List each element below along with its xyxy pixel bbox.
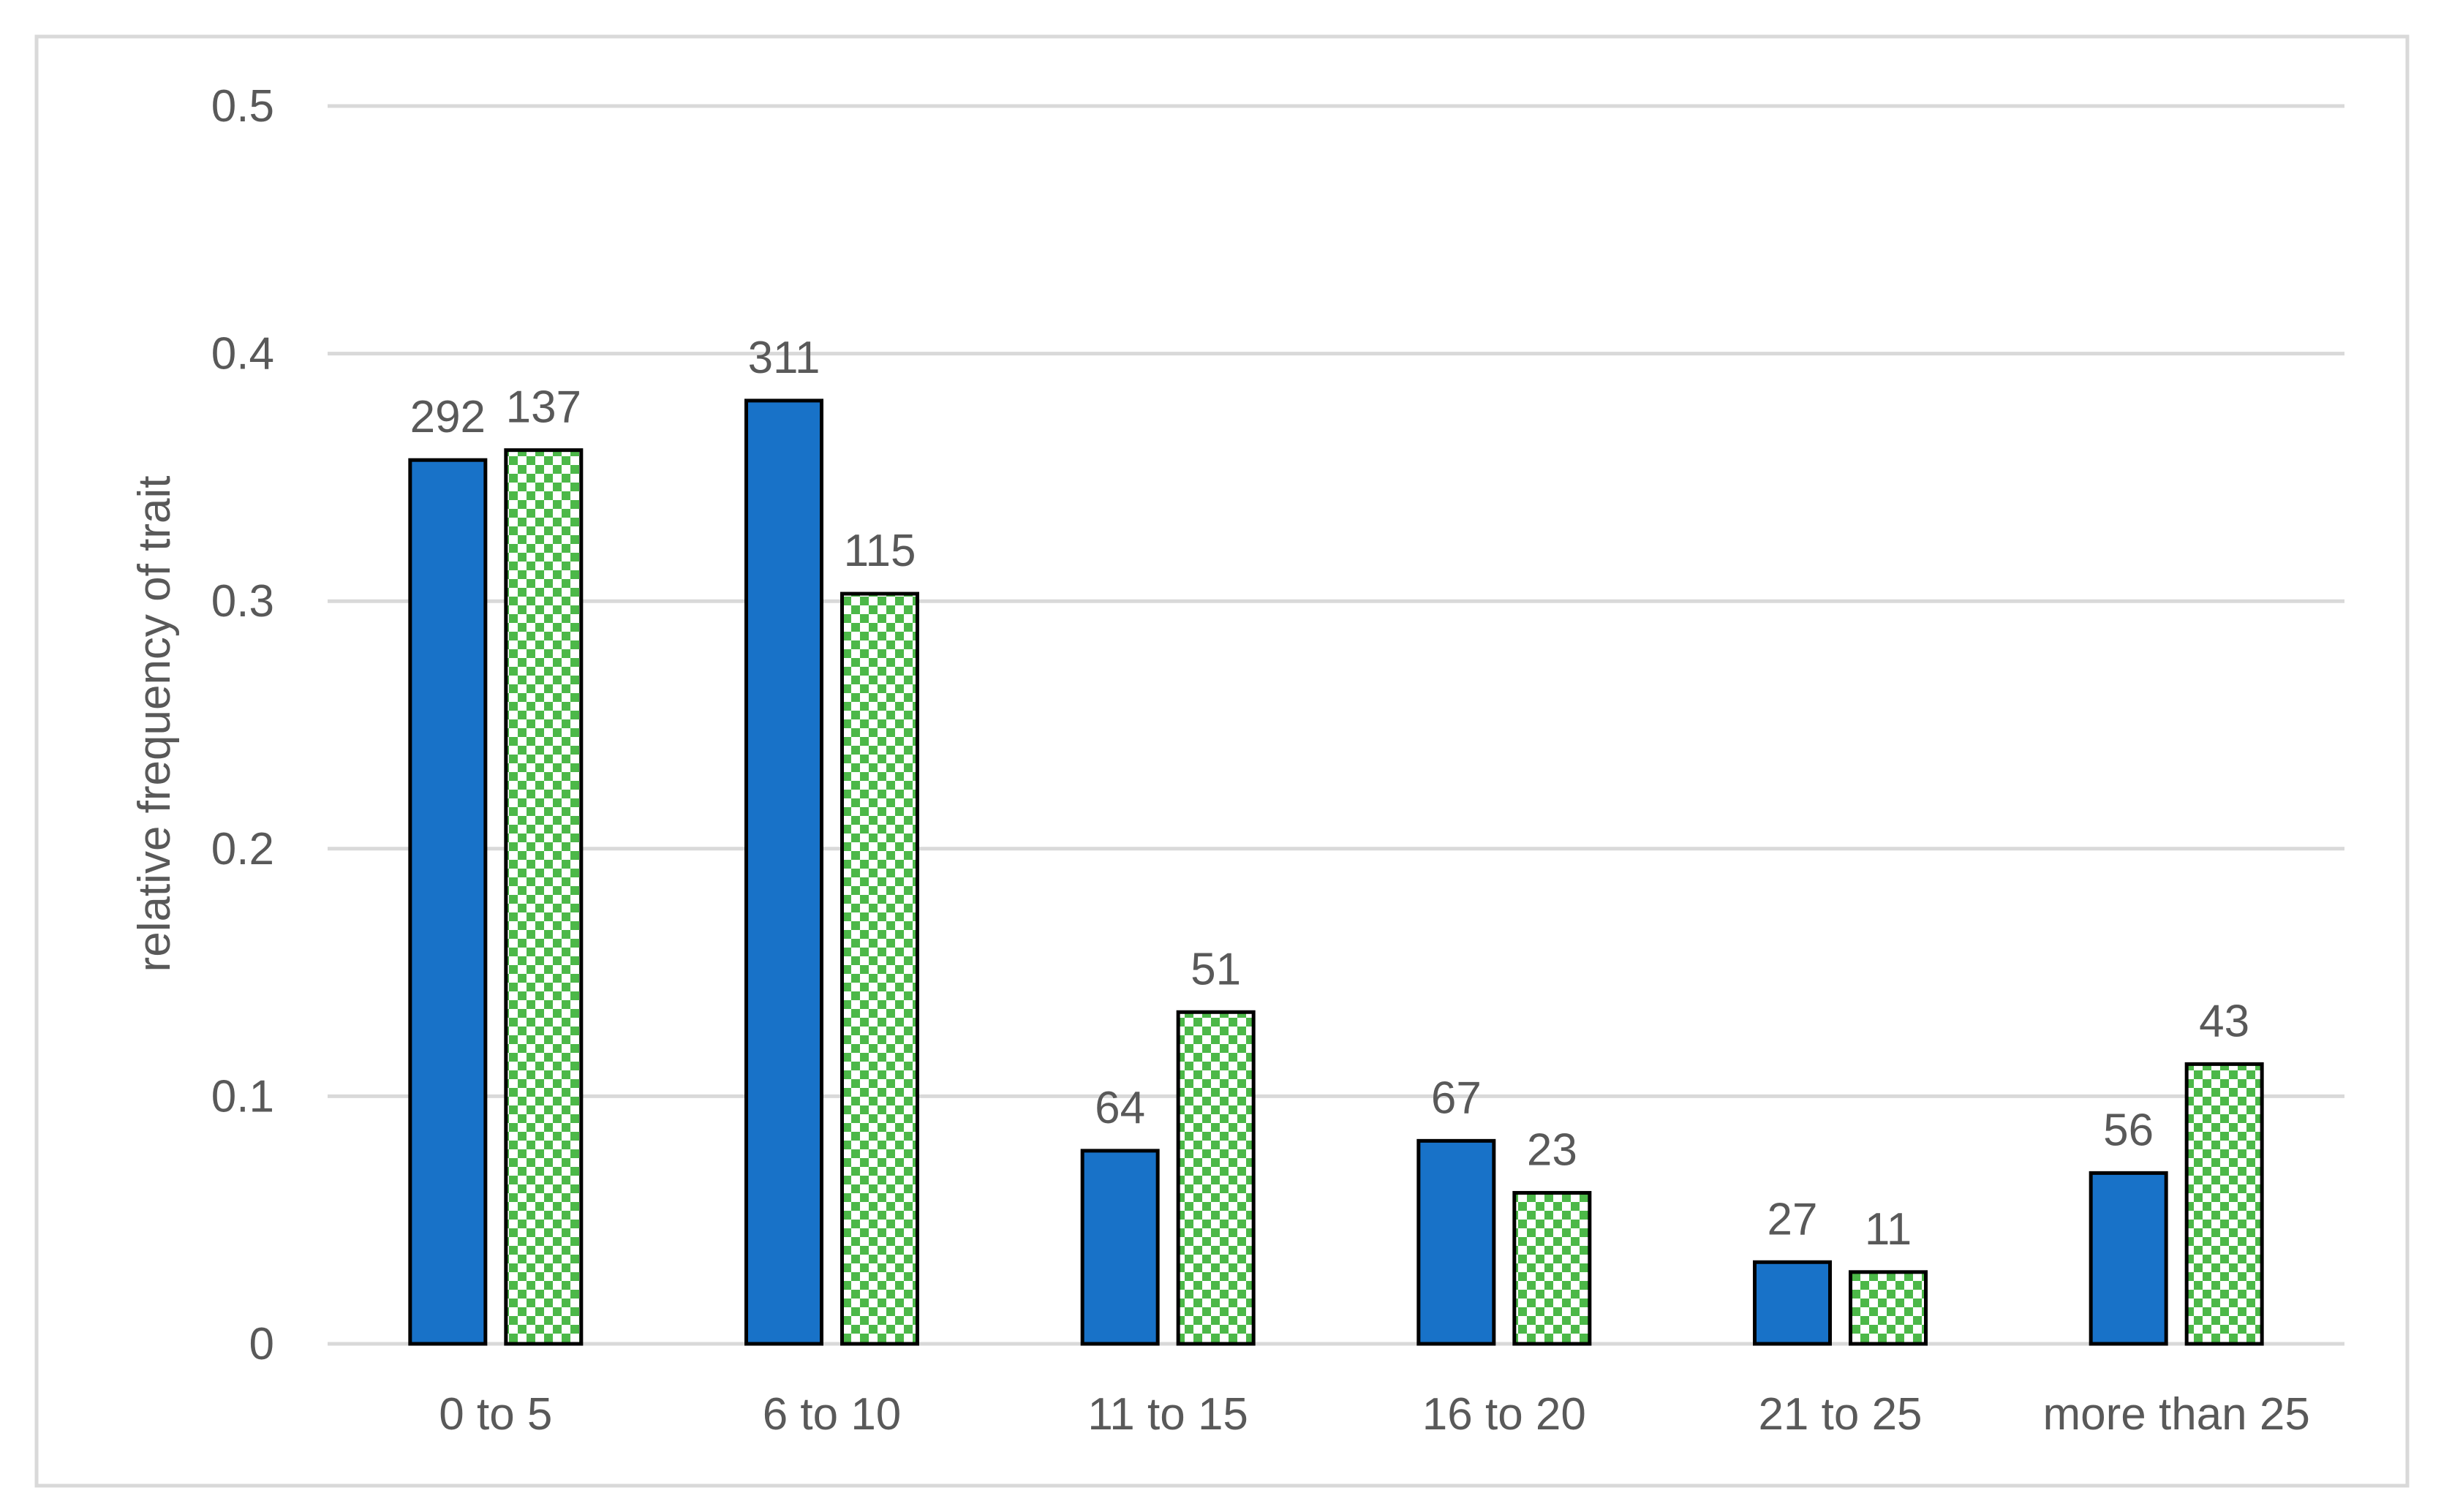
y-tick-label: 0.5 (211, 81, 274, 132)
y-tick-label: 0.1 (211, 1071, 274, 1122)
x-tick-label: 16 to 20 (1422, 1389, 1586, 1440)
data-label: 11 (1865, 1204, 1912, 1255)
bar-checkered (840, 591, 919, 1346)
data-label: 51 (1191, 944, 1241, 994)
data-label: 27 (1767, 1194, 1818, 1244)
x-tick-label: 0 to 5 (439, 1389, 552, 1440)
data-label: 115 (844, 526, 916, 576)
x-tick-label: 11 to 15 (1087, 1389, 1248, 1440)
bar-checkered (1849, 1270, 1928, 1346)
bar-solid (408, 458, 488, 1346)
bar-solid (1080, 1149, 1160, 1346)
data-label: 292 (410, 392, 486, 442)
x-tick-label: 21 to 25 (1758, 1389, 1922, 1440)
y-axis-title: relative frequency of trait (129, 476, 180, 972)
bar-solid (1753, 1260, 1832, 1346)
data-label: 311 (748, 333, 820, 383)
y-tick-label: 0.2 (211, 824, 274, 874)
bar-solid (1416, 1138, 1496, 1346)
x-tick-label: 6 to 10 (763, 1389, 902, 1440)
bar-checkered (1512, 1190, 1592, 1346)
y-tick-label: 0.3 (211, 576, 274, 627)
data-label: 23 (1527, 1124, 1577, 1175)
bar-checkered (1176, 1010, 1256, 1346)
data-label: 137 (506, 382, 581, 433)
bar-checkered (504, 448, 584, 1346)
data-label: 56 (2103, 1105, 2154, 1155)
data-label: 43 (2199, 996, 2249, 1046)
bar-checkered (2184, 1062, 2264, 1346)
data-label: 64 (1095, 1083, 1145, 1133)
y-tick-label: 0.4 (211, 329, 274, 379)
bar-solid (2089, 1171, 2168, 1346)
data-label: 67 (1431, 1073, 1482, 1123)
bar-solid (744, 398, 823, 1346)
y-tick-label: 0 (249, 1319, 274, 1369)
x-tick-label: more than 25 (2042, 1389, 2309, 1440)
